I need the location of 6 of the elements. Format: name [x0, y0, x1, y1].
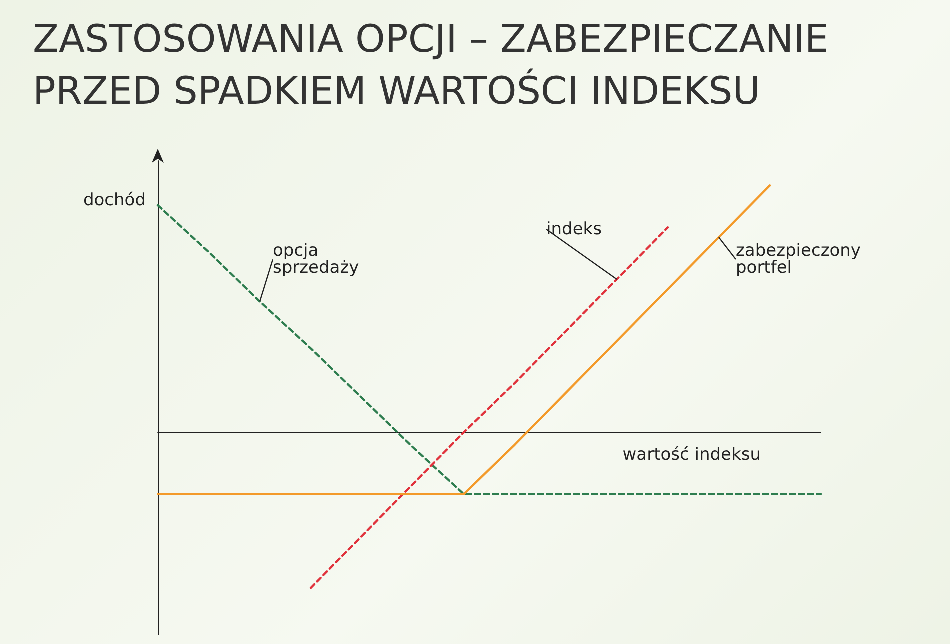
series-label: zabezpieczony portfel	[736, 241, 866, 278]
series-label: opcja sprzedaży	[273, 241, 360, 278]
y-axis-title: dochód	[83, 190, 146, 210]
chart-title: ZASTOSOWANIA OPCJI – ZABEZPIECZANIE PRZED SPADKIEM WARTOŚCI INDEKSU	[33, 17, 841, 113]
text: indeks	[546, 220, 602, 240]
x-axis-title: wartość indeksu	[622, 445, 761, 466]
